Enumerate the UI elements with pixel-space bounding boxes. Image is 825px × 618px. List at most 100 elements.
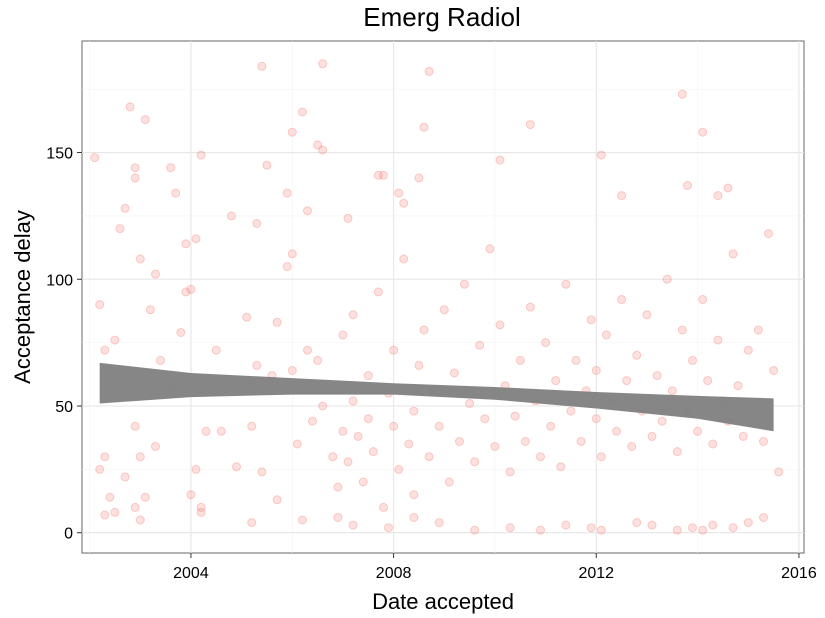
data-point: [130, 421, 140, 431]
x-tick-label: 2012: [578, 565, 614, 582]
data-point: [419, 325, 429, 335]
data-point: [252, 219, 262, 228]
data-point: [652, 371, 662, 381]
data-point: [536, 452, 545, 462]
data-point: [379, 170, 388, 180]
data-point: [591, 414, 601, 424]
data-point: [683, 181, 692, 190]
data-point: [596, 150, 606, 160]
data-point: [262, 160, 272, 170]
data-point: [434, 421, 444, 431]
data-point: [759, 513, 768, 522]
data-point: [586, 523, 596, 533]
data-point: [348, 396, 358, 406]
data-point: [444, 477, 454, 487]
data-point: [414, 360, 424, 370]
data-point: [510, 411, 520, 421]
data-point: [764, 229, 773, 239]
data-point: [257, 467, 267, 477]
data-point: [743, 518, 753, 528]
data-point: [632, 518, 642, 528]
data-point: [130, 502, 140, 512]
data-points: [90, 59, 784, 535]
data-point: [282, 188, 292, 198]
data-point: [647, 431, 657, 441]
data-point: [672, 447, 682, 457]
data-point: [181, 287, 191, 297]
data-point: [708, 439, 718, 449]
data-point: [308, 416, 317, 426]
data-point: [627, 442, 637, 451]
data-point: [713, 335, 723, 345]
data-point: [100, 510, 110, 520]
data-point: [728, 249, 738, 259]
data-point: [601, 330, 611, 340]
data-point: [130, 163, 140, 173]
data-point: [100, 345, 110, 355]
data-point: [125, 102, 135, 112]
data-point: [135, 515, 145, 525]
data-point: [105, 492, 115, 502]
data-point: [247, 421, 257, 431]
data-point: [561, 520, 571, 530]
data-point: [216, 426, 226, 436]
data-point: [120, 472, 130, 482]
data-point: [252, 360, 262, 370]
data-point: [541, 338, 551, 348]
data-point: [389, 345, 399, 355]
confidence-band: [99, 362, 774, 432]
data-point: [738, 431, 748, 441]
data-point: [455, 437, 464, 446]
data-point: [480, 414, 490, 424]
data-point: [140, 492, 150, 502]
data-point: [313, 355, 323, 365]
data-point: [318, 145, 328, 155]
x-axis-ticks: 2004 2008 2012 2016: [173, 553, 817, 582]
data-point: [191, 464, 201, 474]
data-point: [485, 244, 495, 254]
data-point: [100, 452, 110, 462]
data-point: [297, 107, 307, 117]
data-point: [151, 269, 160, 279]
data-point: [186, 490, 196, 500]
data-point: [536, 525, 545, 535]
data-point: [151, 442, 160, 451]
data-point: [373, 287, 383, 297]
data-point: [257, 61, 267, 71]
data-point: [409, 513, 419, 522]
data-point: [247, 518, 257, 528]
data-point: [596, 452, 606, 462]
data-point: [713, 191, 723, 201]
data-point: [368, 447, 378, 457]
chart-title: Emerg Radiol: [363, 2, 521, 32]
data-point: [698, 127, 708, 137]
data-point: [176, 328, 186, 337]
data-point: [419, 122, 429, 132]
data-point: [617, 191, 627, 201]
data-point: [95, 464, 105, 474]
data-point: [576, 437, 586, 446]
data-point: [490, 442, 500, 451]
data-point: [303, 345, 312, 355]
data-point: [525, 302, 535, 312]
plot-panel: [81, 40, 805, 554]
data-point: [343, 457, 353, 467]
data-point: [409, 406, 419, 416]
data-point: [505, 467, 515, 477]
data-point: [303, 206, 312, 216]
data-point: [90, 153, 100, 163]
data-point: [677, 325, 687, 335]
data-point: [475, 340, 485, 350]
data-point: [759, 437, 768, 446]
data-point: [318, 401, 328, 411]
data-point: [667, 386, 677, 396]
data-point: [414, 173, 424, 183]
data-point: [348, 520, 358, 530]
data-point: [110, 335, 120, 345]
data-point: [156, 355, 165, 365]
data-point: [196, 150, 206, 160]
data-point: [135, 452, 145, 462]
data-point: [389, 421, 399, 431]
data-point: [708, 520, 718, 530]
